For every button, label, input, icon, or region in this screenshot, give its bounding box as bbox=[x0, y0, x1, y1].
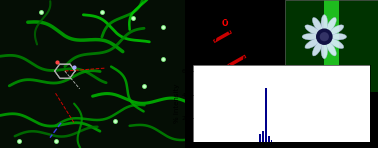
Y-axis label: % Intensity: % Intensity bbox=[174, 84, 180, 123]
Ellipse shape bbox=[305, 25, 320, 35]
Ellipse shape bbox=[326, 41, 336, 56]
Ellipse shape bbox=[326, 17, 336, 32]
Ellipse shape bbox=[329, 25, 344, 35]
Ellipse shape bbox=[305, 39, 320, 49]
Ellipse shape bbox=[312, 41, 322, 56]
Ellipse shape bbox=[321, 15, 328, 31]
Ellipse shape bbox=[321, 42, 328, 59]
Bar bbox=[324, 0, 339, 92]
Text: CH₃: CH₃ bbox=[237, 70, 249, 75]
Bar bbox=[271, 140, 273, 142]
Bar bbox=[265, 88, 267, 142]
Text: O: O bbox=[221, 19, 228, 28]
Text: O: O bbox=[233, 69, 240, 78]
Bar bbox=[268, 136, 270, 142]
Ellipse shape bbox=[312, 17, 322, 32]
Text: H₃C: H₃C bbox=[199, 17, 211, 22]
Text: CH₃: CH₃ bbox=[223, 17, 234, 22]
Bar bbox=[262, 131, 264, 142]
Ellipse shape bbox=[302, 33, 319, 40]
Ellipse shape bbox=[330, 33, 347, 40]
Bar bbox=[259, 134, 261, 142]
Circle shape bbox=[320, 32, 329, 41]
Ellipse shape bbox=[329, 39, 344, 49]
Circle shape bbox=[316, 28, 333, 45]
